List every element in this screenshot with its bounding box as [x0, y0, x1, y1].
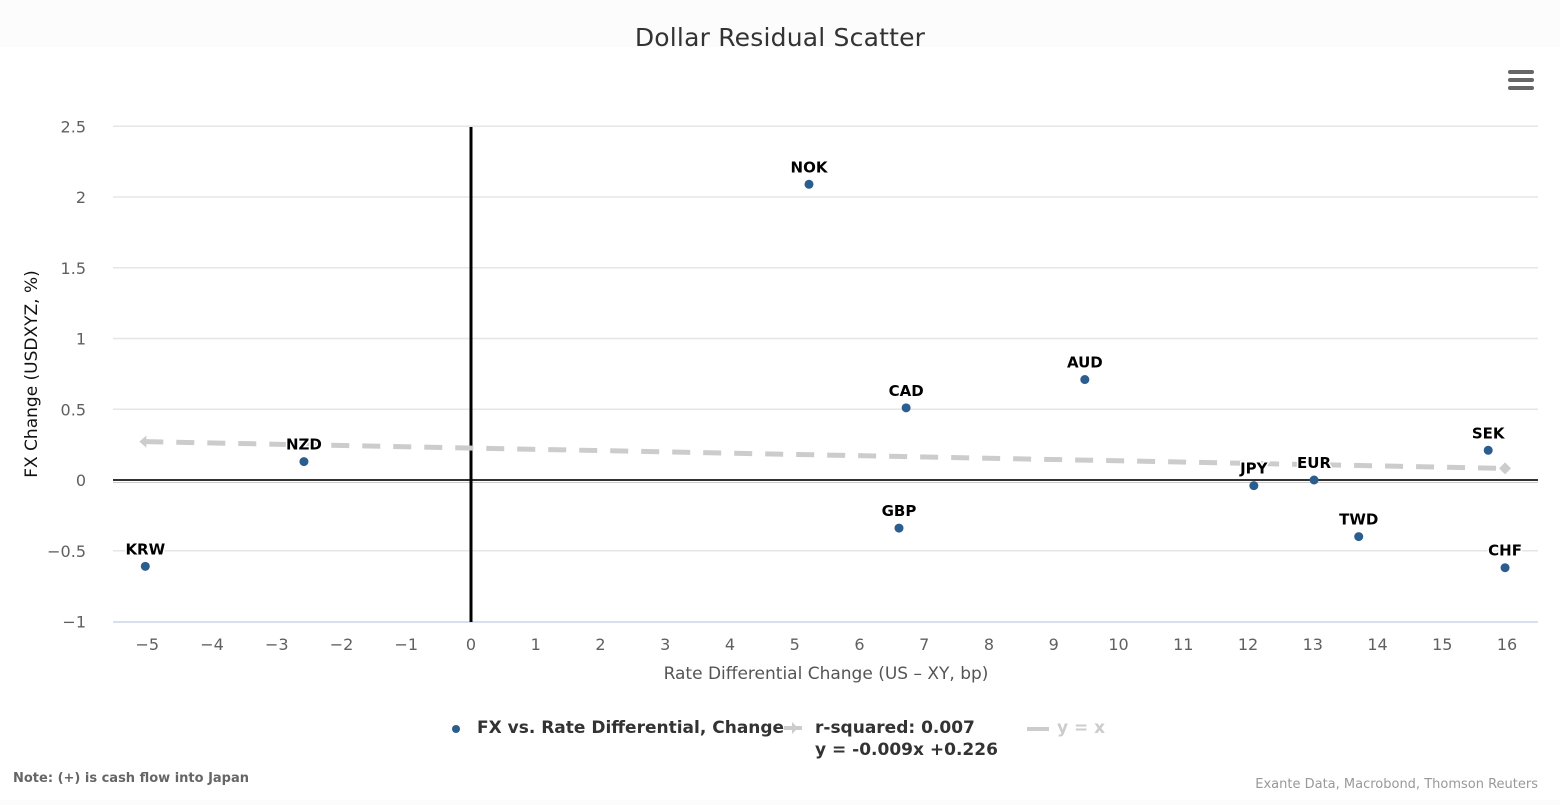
y-axis-ticks: 2.5 2 1.5 1 0.5 0 −0.5 −1 — [47, 117, 86, 631]
circle-marker-icon — [452, 725, 460, 733]
x-tick-label: −3 — [265, 635, 289, 654]
x-tick-label: 4 — [725, 635, 735, 654]
trend-end-diamond-icon — [1499, 462, 1512, 475]
point-label: CAD — [889, 382, 924, 400]
hamburger-menu-icon — [1508, 70, 1534, 74]
scatter-points: KRW NZD NOK CAD GBP AUD JPY EUR TWD SEK CHF — [124, 157, 1523, 573]
x-tick-label: 5 — [790, 635, 800, 654]
data-point-twd[interactable]: TWD — [1338, 509, 1380, 542]
point-label: NOK — [791, 158, 829, 176]
point-marker[interactable] — [901, 403, 911, 413]
x-tick-label: 16 — [1497, 635, 1517, 654]
point-marker[interactable] — [140, 561, 150, 571]
regression-line[interactable] — [145, 439, 1506, 471]
point-label: SEK — [1472, 424, 1506, 442]
legend-label: y = x — [1057, 718, 1106, 738]
chart-note: Note: (+) is cash flow into Japan — [13, 771, 250, 786]
data-point-aud[interactable]: AUD — [1065, 352, 1104, 385]
x-tick-label: −5 — [135, 635, 159, 654]
y-tick-label: 0.5 — [61, 400, 86, 419]
legend: FX vs. Rate Differential, Change r-squar… — [0, 717, 1560, 767]
data-point-gbp[interactable]: GBP — [880, 501, 918, 533]
x-axis-ticks: −5 −4 −3 −2 −1 0 1 2 3 4 5 6 7 8 9 10 11 12 13 14 15 16 — [135, 635, 1517, 654]
legend-label-equation: y = -0.009x +0.226 — [815, 740, 998, 760]
dashed-arrow-marker-icon — [784, 722, 802, 734]
x-tick-label: 14 — [1367, 635, 1387, 654]
point-label: KRW — [125, 540, 165, 558]
y-tick-label: −1 — [62, 613, 86, 632]
point-marker[interactable] — [1309, 475, 1319, 485]
x-tick-label: −4 — [200, 635, 224, 654]
point-marker[interactable] — [1249, 481, 1259, 491]
trend-line — [139, 435, 1512, 475]
gridlines — [113, 125, 1538, 552]
y-tick-label: −0.5 — [47, 542, 86, 561]
legend-label-rsquared: r-squared: 0.007 — [815, 718, 975, 738]
data-point-chf[interactable]: CHF — [1487, 540, 1523, 573]
point-marker[interactable] — [894, 523, 904, 533]
data-point-nzd[interactable]: NZD — [284, 434, 323, 467]
point-label: NZD — [286, 436, 322, 454]
point-marker[interactable] — [299, 457, 309, 467]
x-tick-label: 9 — [1049, 635, 1059, 654]
chart-context-menu-button[interactable] — [1503, 64, 1539, 96]
y-tick-label: 1 — [76, 330, 86, 349]
x-tick-label: 12 — [1238, 635, 1258, 654]
point-marker[interactable] — [1500, 563, 1510, 573]
x-tick-label: 2 — [595, 635, 605, 654]
x-tick-label: 0 — [466, 635, 476, 654]
y-tick-label: 1.5 — [61, 259, 86, 278]
footer-band — [0, 800, 1560, 805]
trend-start-arrow-icon — [139, 435, 147, 448]
x-tick-label: 15 — [1432, 635, 1452, 654]
chart-credits[interactable]: Exante Data, Macrobond, Thomson Reuters — [1255, 777, 1538, 792]
y-tick-label: 2 — [76, 188, 86, 207]
line-marker-icon — [1027, 727, 1049, 731]
y-tick-label: 0 — [76, 471, 86, 490]
x-tick-label: −1 — [394, 635, 418, 654]
data-point-cad[interactable]: CAD — [887, 380, 925, 413]
title-band — [0, 0, 1560, 47]
hamburger-menu-icon-bar — [1508, 78, 1534, 82]
hamburger-menu-icon-bar — [1508, 86, 1534, 90]
x-tick-label: 7 — [919, 635, 929, 654]
point-marker[interactable] — [1483, 445, 1493, 455]
y-axis-title: FX Change (USDXYZ, %) — [22, 270, 42, 478]
data-point-nok[interactable]: NOK — [789, 157, 830, 189]
x-tick-label: 3 — [660, 635, 670, 654]
data-point-sek[interactable]: SEK — [1470, 423, 1507, 455]
point-marker[interactable] — [1354, 532, 1364, 542]
x-tick-label: 8 — [984, 635, 994, 654]
x-tick-label: 13 — [1303, 635, 1323, 654]
x-axis-title: Rate Differential Change (US – XY, bp) — [664, 664, 989, 684]
point-label: CHF — [1488, 542, 1522, 560]
data-point-eur[interactable]: EUR — [1296, 453, 1333, 485]
x-tick-label: −2 — [330, 635, 354, 654]
legend-label: FX vs. Rate Differential, Change — [477, 718, 785, 738]
point-label: GBP — [882, 502, 917, 520]
point-label: AUD — [1067, 354, 1103, 372]
point-label: JPY — [1239, 460, 1269, 478]
point-label: TWD — [1339, 511, 1378, 529]
point-label: EUR — [1297, 454, 1331, 472]
data-point-krw[interactable]: KRW — [124, 539, 167, 571]
point-marker[interactable] — [1080, 375, 1090, 385]
chart-title: Dollar Residual Scatter — [634, 23, 926, 52]
x-tick-label: 6 — [854, 635, 864, 654]
x-tick-label: 11 — [1173, 635, 1193, 654]
point-marker[interactable] — [804, 179, 814, 189]
x-tick-label: 10 — [1108, 635, 1128, 654]
y-tick-label: 2.5 — [61, 117, 86, 136]
data-point-jpy[interactable]: JPY — [1238, 458, 1270, 491]
x-tick-label: 1 — [531, 635, 541, 654]
